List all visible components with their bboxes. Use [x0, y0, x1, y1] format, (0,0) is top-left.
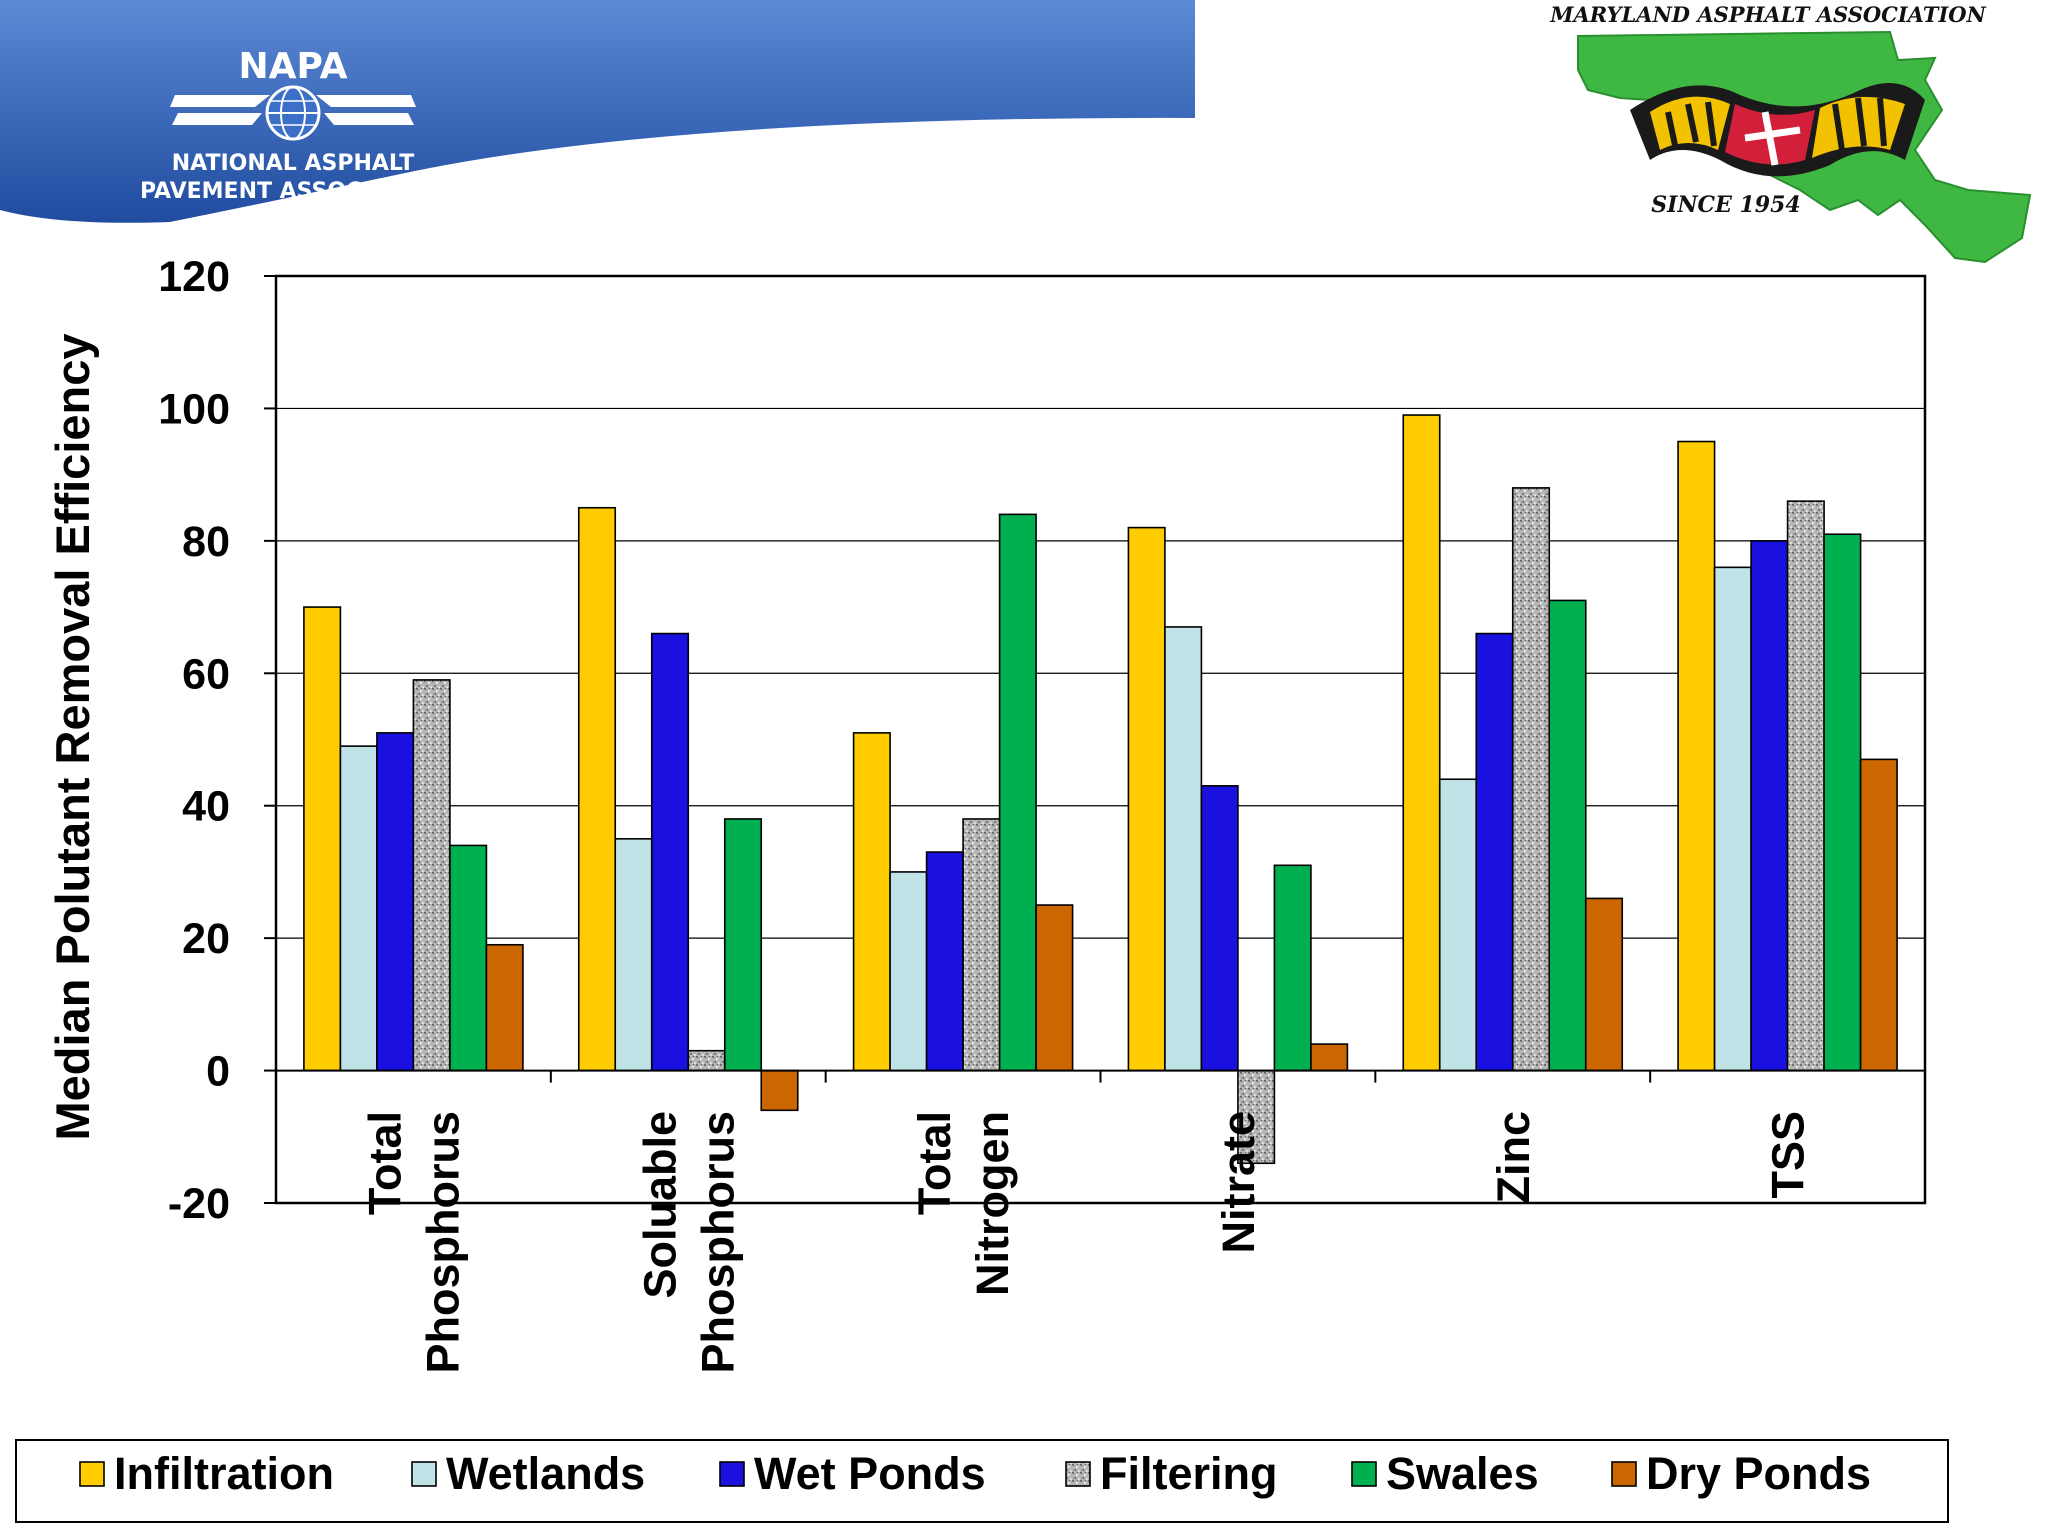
bar-wetlands [339, 745, 378, 1072]
category-labels: Total Phosphorus Soluable Phosphorus Total Ni… [359, 1111, 1813, 1374]
bar-filtering [1237, 1069, 1276, 1165]
bar-wet-ponds [1200, 785, 1239, 1072]
bar-swales [998, 513, 1037, 1072]
legend-label: Wetlands [446, 1448, 645, 1499]
bar-wet-ponds [1750, 540, 1789, 1072]
legend-label: Swales [1386, 1448, 1539, 1499]
napa-logo: NAPA NATIONAL ASPHALT PAVEMENT ASSOCIATI… [140, 46, 446, 204]
mda-logo: MARYLAND ASPHALT ASSOCIATION SINCE 1954 [1549, 2, 2032, 264]
y-tick-label: 20 [182, 915, 230, 963]
bar-dry-ponds [1035, 904, 1074, 1072]
x-tick-marks [549, 1070, 1652, 1083]
legend-swatch [411, 1461, 437, 1487]
bar-filtering [1511, 487, 1551, 1072]
bar-filtering [412, 679, 451, 1072]
bar-wet-ponds [650, 632, 690, 1072]
category-label: Zinc [1488, 1111, 1539, 1204]
bar-swales [449, 844, 488, 1072]
bar-filtering [687, 1049, 726, 1072]
legend-label: Dry Ponds [1646, 1448, 1871, 1499]
legend-swatch [1351, 1461, 1377, 1487]
bars [303, 414, 1898, 1165]
bar-dry-ponds [1310, 1043, 1349, 1072]
category-label: Nitrate [1213, 1111, 1264, 1254]
y-tick-label: 120 [158, 253, 230, 301]
bar-dry-ponds [1584, 897, 1624, 1072]
bar-dry-ponds [1859, 758, 1898, 1072]
bar-infiltration [577, 506, 617, 1072]
bar-infiltration [1402, 414, 1441, 1072]
bar-wetlands [889, 871, 928, 1072]
y-tick-label: 80 [182, 518, 230, 566]
legend-items: Infiltration Wetlands Wet Ponds Filtering Sw… [79, 1448, 1871, 1499]
bar-infiltration [1127, 526, 1166, 1072]
bar-swales [1273, 864, 1312, 1072]
legend-swatch [79, 1461, 105, 1487]
mda-title: MARYLAND ASPHALT ASSOCIATION [1549, 2, 1986, 27]
category-label: Nitrogen [967, 1111, 1018, 1296]
bar-wetlands [614, 838, 653, 1072]
napa-acronym: NAPA [239, 46, 348, 87]
bar-dry-ponds [485, 943, 524, 1072]
napa-banner: NAPA NATIONAL ASPHALT PAVEMENT ASSOCIATI… [0, 0, 1195, 234]
legend-swatch [1611, 1461, 1637, 1487]
y-tick-label: 60 [182, 650, 230, 698]
category-label: Phosphorus [417, 1111, 468, 1374]
legend-label: Wet Ponds [754, 1448, 986, 1499]
category-label: Total [359, 1111, 410, 1215]
bar-infiltration [852, 732, 891, 1072]
legend-label: Infiltration [114, 1448, 334, 1499]
napa-wing-left-bottom [172, 113, 262, 125]
y-tick-label: 40 [182, 783, 230, 831]
bar-infiltration [303, 606, 342, 1072]
napa-line1: NATIONAL ASPHALT [172, 151, 415, 176]
maryland-flag-icon [1630, 82, 1925, 177]
bar-wet-ponds [376, 732, 415, 1072]
bar-filtering [1786, 500, 1825, 1072]
napa-wing-left-top [170, 95, 270, 107]
globe-icon [265, 85, 321, 141]
bar-swales [1823, 533, 1862, 1072]
bar-swales [723, 818, 763, 1072]
bar-wetlands [1164, 626, 1203, 1072]
bar-dry-ponds [760, 1069, 799, 1112]
napa-line2: PAVEMENT ASSOCIATION [140, 179, 446, 204]
legend-swatch [719, 1461, 745, 1487]
bar-wetlands [1438, 778, 1478, 1072]
y-tick-labels: 120 100 80 60 40 20 0 -20 [158, 253, 230, 1228]
plot-area [274, 274, 1927, 1205]
category-label: TSS [1763, 1111, 1814, 1199]
legend: Infiltration Wetlands Wet Ponds Filtering Sw… [15, 1439, 1949, 1523]
y-tick-label: -20 [168, 1180, 230, 1228]
bar-wet-ponds [925, 851, 964, 1072]
y-axis-label: Median Polutant Removal Efficiency [46, 333, 99, 1140]
bar-wetlands [1713, 566, 1752, 1072]
category-label: Total [909, 1111, 960, 1215]
napa-wing-right-bottom [324, 113, 414, 125]
bar-infiltration [1677, 440, 1716, 1072]
category-label: Soluable [634, 1111, 685, 1299]
category-label: Phosphorus [692, 1111, 743, 1374]
mda-since: SINCE 1954 [1651, 192, 1800, 218]
bar-wet-ponds [1475, 632, 1514, 1072]
legend-swatch [1065, 1461, 1091, 1487]
y-tick-label: 0 [206, 1048, 230, 1096]
legend-label: Filtering [1100, 1448, 1278, 1499]
napa-wing-right-top [316, 95, 416, 107]
bar-swales [1548, 599, 1587, 1072]
bar-filtering [962, 818, 1001, 1072]
y-tick-label: 100 [158, 385, 230, 433]
